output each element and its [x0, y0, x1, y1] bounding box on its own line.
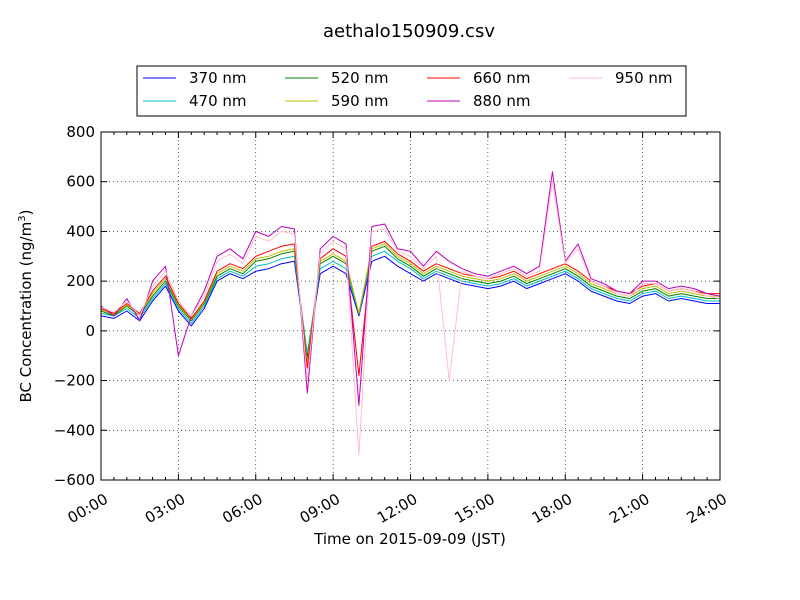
chart-title: aethalo150909.csv: [323, 21, 495, 42]
legend-label: 590 nm: [331, 92, 389, 110]
y-tick-label: 200: [66, 272, 95, 290]
x-tick-label: 18:00: [529, 490, 575, 527]
series-line: [101, 181, 720, 456]
x-tick-label: 06:00: [219, 490, 265, 527]
series-line: [101, 171, 720, 406]
legend-label: 880 nm: [473, 92, 531, 110]
x-tick-label: 24:00: [684, 490, 730, 527]
y-tick-labels: 800 600 400 200 0 −200 −400 −600: [54, 123, 95, 489]
y-tick-label: −600: [54, 471, 95, 489]
legend-label: 660 nm: [473, 69, 531, 87]
legend-label: 470 nm: [189, 92, 247, 110]
y-tick-label: −400: [54, 421, 95, 439]
x-axis-label: Time on 2015-09-09 (JST): [313, 530, 506, 548]
x-tick-labels: 00:00 03:00 06:00 09:00 12:00 15:00 18:00 21:00…: [65, 490, 730, 527]
ticks: [100, 131, 721, 481]
legend-frame: [136, 65, 687, 117]
x-tick-label: 09:00: [297, 490, 343, 527]
y-tick-label: 400: [66, 222, 95, 240]
legend-label: 520 nm: [331, 69, 389, 87]
y-axis-label-superscript: 3: [17, 215, 28, 221]
x-tick-label: 00:00: [65, 490, 111, 527]
y-tick-label: 0: [85, 322, 95, 340]
y-tick-label: −200: [54, 372, 95, 390]
y-tick-label: 600: [66, 173, 95, 191]
series-lines: [101, 171, 720, 456]
y-axis-label: BC Concentration (ng/m3): [17, 210, 35, 403]
grid: [101, 132, 720, 480]
series-line: [101, 255, 720, 357]
legend-label: 370 nm: [189, 69, 247, 87]
x-tick-label: 03:00: [142, 490, 188, 527]
x-tick-label: 15:00: [451, 490, 497, 527]
x-tick-label: 21:00: [606, 490, 652, 527]
series-line: [101, 245, 720, 362]
legend: 370 nm 470 nm 520 nm 590 nm 660 nm 880 nm 950 …: [136, 65, 687, 117]
x-tick-label: 12:00: [374, 490, 420, 527]
y-axis-label-tail: ): [17, 210, 35, 216]
series-line: [101, 250, 720, 354]
y-tick-label: 800: [66, 123, 95, 141]
legend-label: 950 nm: [615, 69, 673, 87]
y-axis-label-main: BC Concentration (ng/m: [17, 222, 35, 403]
